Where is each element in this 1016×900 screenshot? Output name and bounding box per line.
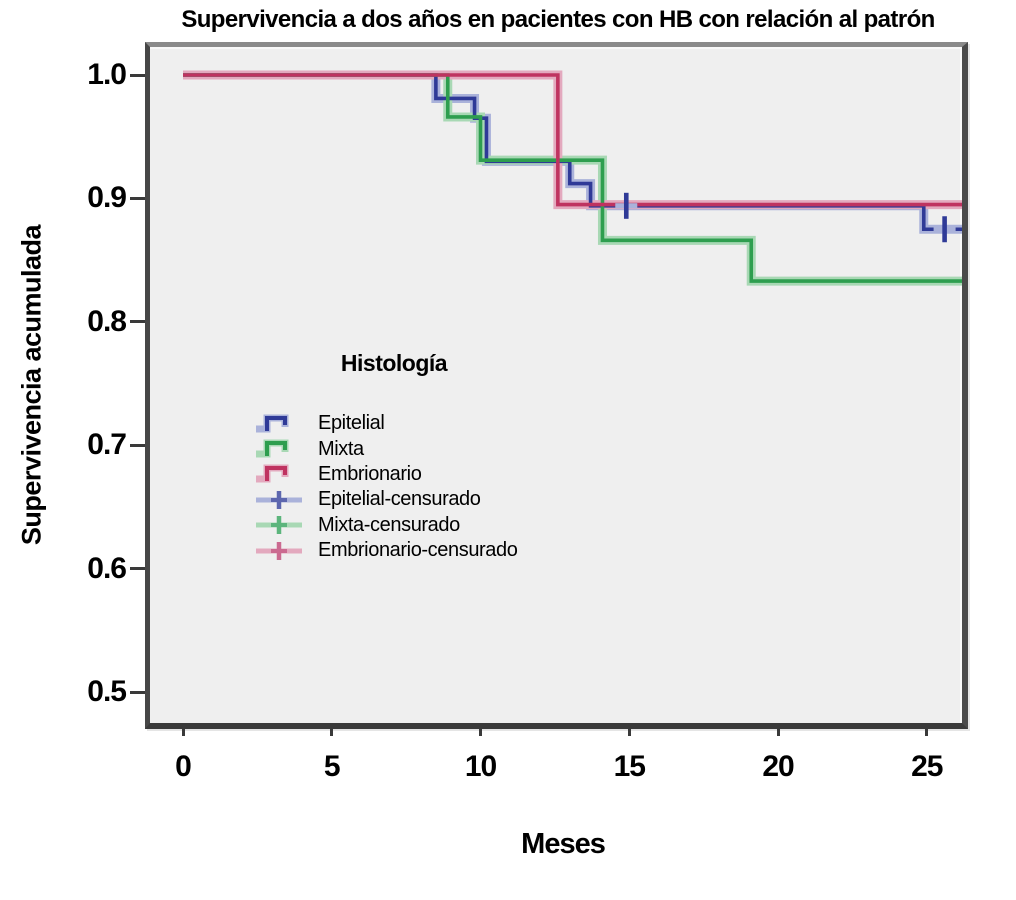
y-tick-mark xyxy=(130,567,145,571)
censor-plus-glyph xyxy=(256,516,302,535)
x-tick-label: 0 xyxy=(175,750,192,783)
censor-mark-epitelial xyxy=(942,216,947,243)
x-tick-mark xyxy=(330,723,334,736)
x-tick-mark xyxy=(627,723,631,736)
censor-plus-glyph xyxy=(256,541,302,560)
legend-item-label: Epitelial-censurado xyxy=(318,488,481,511)
curve-mixta xyxy=(183,73,962,283)
y-tick-label: 0.7 xyxy=(87,428,127,462)
y-tick-label: 0.8 xyxy=(87,304,127,338)
plot-frame xyxy=(145,42,968,729)
chart-title: Supervivencia a dos años en pacientes co… xyxy=(181,6,935,33)
y-tick-label: 0.5 xyxy=(87,675,127,708)
x-tick-label: 10 xyxy=(464,750,497,783)
x-tick-mark xyxy=(925,723,929,736)
legend-item: Mixta-censurado xyxy=(254,513,517,538)
x-tick-mark xyxy=(181,723,185,736)
plot-svg xyxy=(183,70,962,286)
legend-item-label: Embrionario xyxy=(318,462,422,485)
y-axis-label: Supervivencia acumulada xyxy=(16,224,47,546)
step-line-glyph xyxy=(256,439,289,458)
x-tick-label: 15 xyxy=(613,750,646,783)
y-tick-mark xyxy=(130,443,145,447)
y-tick-label: 0.9 xyxy=(87,181,127,215)
legend-rows: Epitelial Mixta Embrionario Epitelial-censu… xyxy=(254,411,518,563)
y-tick-label: 0.6 xyxy=(87,551,127,585)
y-tick-label: 1.0 xyxy=(87,58,127,91)
censor-mark-epitelial xyxy=(623,192,629,219)
y-tick-mark xyxy=(130,73,145,77)
x-tick-label: 25 xyxy=(911,750,943,783)
legend-item: Epitelial xyxy=(254,411,517,436)
step-line-glyph-main xyxy=(265,415,287,431)
y-tick-mark xyxy=(130,196,145,200)
step-line-glyph xyxy=(256,464,289,483)
legend-item-label: Mixta xyxy=(318,437,364,460)
x-tick-label: 20 xyxy=(762,750,794,783)
legend-item: Mixta xyxy=(254,436,517,461)
curve-embrionario xyxy=(183,73,962,207)
legend-item-label: Embrionario-censurado xyxy=(318,539,518,562)
legend-title: Histología xyxy=(340,350,448,376)
step-line-glyph xyxy=(256,414,289,433)
legend-item-label: Mixta-censurado xyxy=(318,513,460,536)
y-tick-mark xyxy=(130,690,145,694)
legend-item: Embrionario xyxy=(254,462,517,487)
x-axis-label: Meses xyxy=(521,828,606,860)
step-line-glyph-main xyxy=(265,441,287,457)
legend-item-label: Epitelial xyxy=(318,412,385,435)
x-tick-label: 5 xyxy=(323,750,341,783)
censor-plus-glyph xyxy=(256,490,302,509)
y-tick-mark xyxy=(130,320,145,324)
x-tick-mark xyxy=(776,723,780,736)
legend-item: Embrionario-censurado xyxy=(254,538,518,563)
x-tick-mark xyxy=(479,723,482,736)
legend-item: Epitelial-censurado xyxy=(254,487,517,512)
step-line-glyph-main xyxy=(265,466,287,482)
